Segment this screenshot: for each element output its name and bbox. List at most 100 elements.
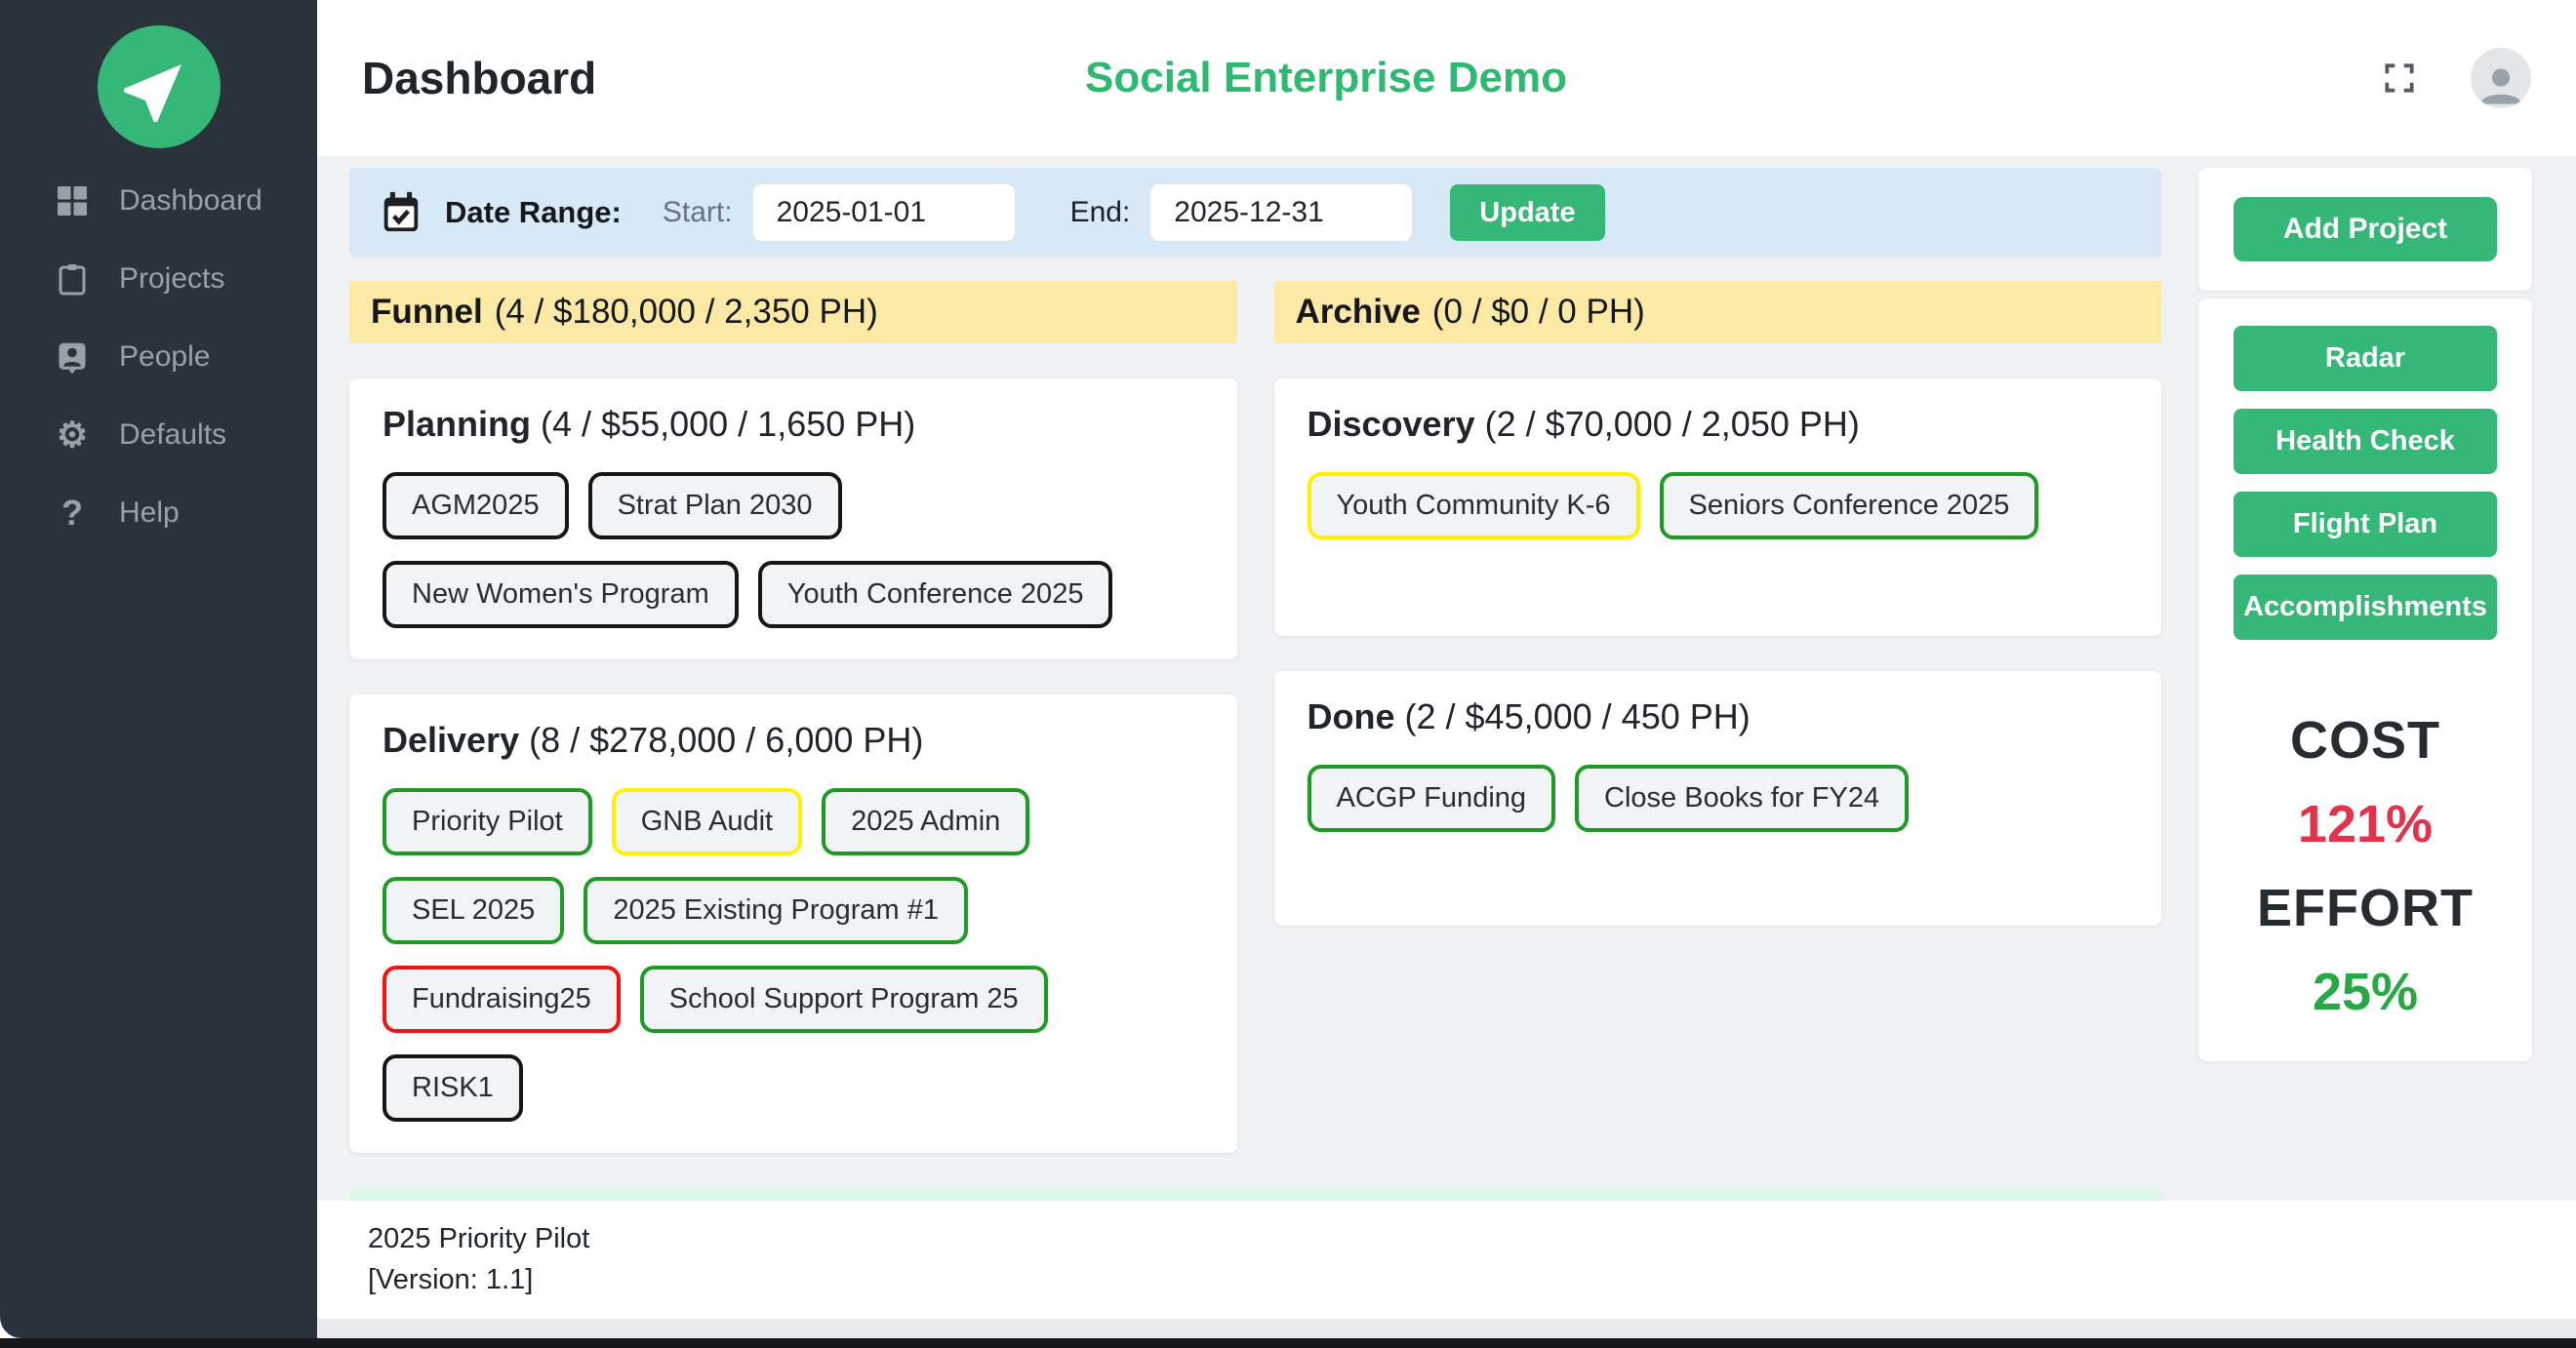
calendar-check-icon (379, 189, 423, 236)
sidebar-item-label: Help (119, 496, 180, 529)
fullscreen-icon[interactable] (2381, 59, 2418, 97)
sidebar-item-label: People (119, 340, 211, 373)
stage-name: Done (1307, 696, 1395, 736)
gear-icon: ⚙ (56, 415, 89, 455)
add-project-card: Add Project (2198, 168, 2532, 291)
footer-version: [Version: 1.1] (368, 1264, 534, 1295)
health-check-button[interactable]: Health Check (2234, 409, 2497, 474)
project-chip-risk1[interactable]: RISK1 (382, 1054, 523, 1122)
stage-summary: (4 / $55,000 / 1,650 PH) (541, 404, 916, 444)
project-chip-school-support-program-25[interactable]: School Support Program 25 (639, 966, 1048, 1033)
date-range-bar: Date Range: Start: End: Update (349, 168, 2161, 258)
board-column: Date Range: Start: End: Update Funnel (4… (349, 168, 2161, 1273)
sidebar-item-dashboard[interactable]: Dashboard (0, 162, 317, 240)
start-label: Start: (662, 196, 733, 228)
done-title: Done (2 / $45,000 / 450 PH) (1308, 696, 2129, 737)
add-project-button[interactable]: Add Project (2234, 197, 2497, 261)
delivery-card: Delivery (8 / $278,000 / 6,000 PH) Prior… (349, 694, 1237, 1153)
archive-column: Archive (0 / $0 / 0 PH) Discovery (2 / $… (1273, 281, 2161, 1153)
project-chip-strat-plan-2030[interactable]: Strat Plan 2030 (587, 472, 842, 539)
planning-chips: AGM2025 Strat Plan 2030 New Women's Prog… (382, 472, 1204, 628)
topbar: Dashboard Social Enterprise Demo (317, 0, 2576, 156)
sidebar-item-help[interactable]: ? Help (0, 474, 317, 552)
stage-name: Delivery (382, 720, 520, 760)
person-icon (2480, 68, 2521, 104)
planning-title: Planning (4 / $55,000 / 1,650 PH) (382, 404, 1204, 445)
sidebar-item-label: Projects (119, 262, 225, 295)
stage-name: Discovery (1307, 404, 1475, 444)
discovery-title: Discovery (2 / $70,000 / 2,050 PH) (1308, 404, 2129, 445)
end-label: End: (1069, 196, 1131, 228)
date-range-label: Date Range: (445, 195, 622, 229)
cost-value: 121% (2297, 795, 2434, 853)
project-chip-fundraising25[interactable]: Fundraising25 (382, 966, 621, 1033)
funnel-title: Funnel (371, 293, 483, 331)
project-chip-youth-conference-2025[interactable]: Youth Conference 2025 (757, 561, 1113, 628)
done-chips: ACGP Funding Close Books for FY24 (1307, 765, 2129, 832)
end-date-input[interactable] (1149, 183, 1414, 242)
delivery-title: Delivery (8 / $278,000 / 6,000 PH) (382, 720, 1204, 761)
effort-metric-value: 25% (2312, 963, 2419, 1021)
avatar[interactable] (2471, 48, 2531, 108)
footer-divider (317, 1319, 2576, 1338)
person-badge-icon (53, 337, 92, 377)
project-chip-gnb-audit[interactable]: GNB Audit (611, 788, 803, 855)
sidebar: Dashboard Projects (0, 0, 317, 1338)
effort-metric-label: EFFORT (2257, 879, 2474, 937)
dashboard-content: Date Range: Start: End: Update Funnel (4… (317, 156, 2576, 1273)
discovery-card: Discovery (2 / $70,000 / 2,050 PH) Youth… (1273, 378, 2161, 636)
flight-plan-button[interactable]: Flight Plan (2234, 492, 2497, 557)
project-chip-priority-pilot[interactable]: Priority Pilot (382, 788, 592, 855)
stage-name: Planning (382, 404, 531, 444)
sidebar-item-label: Dashboard (119, 184, 262, 217)
metrics: COST 121% EFFORT 25% (2257, 710, 2474, 1022)
footer-app-name: 2025 Priority Pilot (368, 1223, 590, 1254)
archive-header: Archive (0 / $0 / 0 PH) (1273, 281, 2161, 343)
board-columns: Funnel (4 / $180,000 / 2,350 PH) Plannin… (349, 281, 2161, 1153)
project-chip-2025-admin[interactable]: 2025 Admin (822, 788, 1030, 855)
actions-panel: Add Project Radar Health Check Flight Pl… (2198, 168, 2532, 1201)
project-chip-agm2025[interactable]: AGM2025 (382, 472, 569, 539)
navigation-arrow-icon (123, 64, 181, 123)
tools-card: Radar Health Check Flight Plan Accomplis… (2198, 298, 2532, 1061)
funnel-header: Funnel (4 / $180,000 / 2,350 PH) (349, 281, 1237, 343)
sidebar-item-people[interactable]: People (0, 318, 317, 396)
dashboard-grid-icon (53, 181, 92, 220)
planning-card: Planning (4 / $55,000 / 1,650 PH) AGM202… (349, 378, 1237, 659)
project-chip-acgp-funding[interactable]: ACGP Funding (1307, 765, 1556, 832)
project-chip-new-womens-program[interactable]: New Women's Program (382, 561, 739, 628)
delivery-chips: Priority Pilot GNB Audit 2025 Admin SEL … (382, 788, 1204, 1122)
radar-button[interactable]: Radar (2234, 326, 2497, 391)
done-card: Done (2 / $45,000 / 450 PH) ACGP Funding… (1273, 671, 2161, 926)
project-chip-sel-2025[interactable]: SEL 2025 (382, 877, 565, 944)
project-chip-seniors-conference-2025[interactable]: Seniors Conference 2025 (1659, 472, 2039, 539)
main-area: Dashboard Social Enterprise Demo (317, 0, 2576, 1348)
project-chip-close-books-for-fy24[interactable]: Close Books for FY24 (1575, 765, 1910, 832)
funnel-column: Funnel (4 / $180,000 / 2,350 PH) Plannin… (349, 281, 1237, 1153)
cost-label: COST (2289, 711, 2440, 770)
app-title: Social Enterprise Demo (1085, 54, 1567, 101)
archive-summary: (0 / $0 / 0 PH) (1431, 293, 1645, 331)
sidebar-item-defaults[interactable]: ⚙ Defaults (0, 396, 317, 474)
stage-summary: (2 / $70,000 / 2,050 PH) (1484, 404, 1860, 444)
stage-summary: (8 / $278,000 / 6,000 PH) (529, 720, 924, 760)
funnel-summary: (4 / $180,000 / 2,350 PH) (494, 293, 878, 331)
accomplishments-button[interactable]: Accomplishments (2234, 575, 2497, 640)
sidebar-item-label: Defaults (119, 418, 227, 451)
sidebar-item-projects[interactable]: Projects (0, 240, 317, 318)
archive-title: Archive (1295, 293, 1421, 331)
sidebar-nav: Dashboard Projects (0, 162, 317, 552)
project-chip-youth-community-k6[interactable]: Youth Community K-6 (1307, 472, 1640, 539)
clipboard-icon (53, 259, 92, 298)
help-icon: ? (61, 493, 83, 533)
discovery-chips: Youth Community K-6 Seniors Conference 2… (1307, 472, 2129, 539)
page-title: Dashboard (362, 53, 597, 103)
project-chip-2025-existing-program-1[interactable]: 2025 Existing Program #1 (584, 877, 968, 944)
start-date-input[interactable] (751, 183, 1016, 242)
topbar-icons (2381, 48, 2531, 108)
bottom-strip (0, 1338, 2576, 1348)
stage-summary: (2 / $45,000 / 450 PH) (1404, 696, 1751, 736)
app-logo[interactable] (97, 25, 221, 148)
update-button[interactable]: Update (1450, 184, 1605, 241)
